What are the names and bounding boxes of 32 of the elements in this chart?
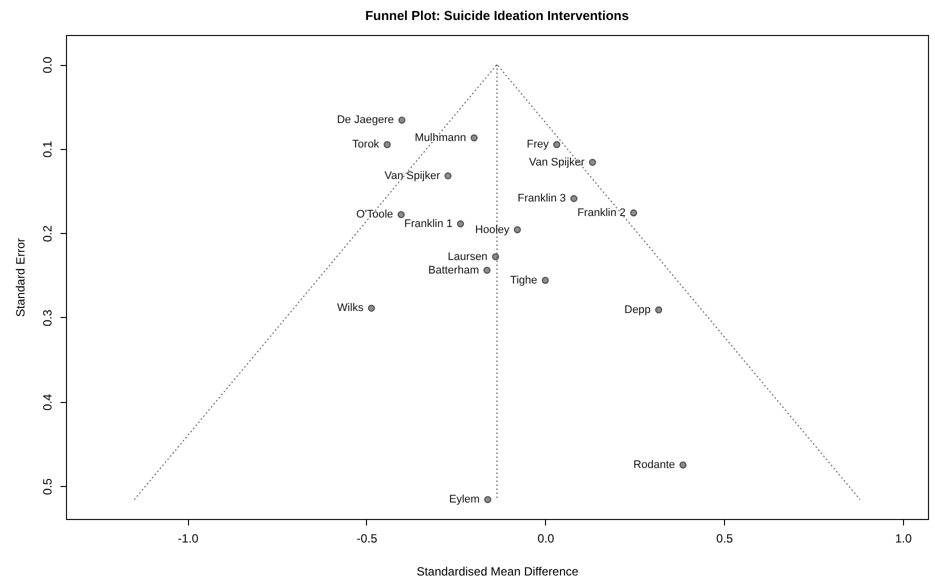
annotation: Rodante [633,459,675,472]
annotation: Wilks [337,302,364,314]
x-tick-label: -0.5 [356,532,378,546]
annotation: Van Spijker [529,156,585,168]
y-tick-label: 0.5 [40,478,54,495]
annotation: Depp [624,304,651,316]
annotation: Batterham [428,264,479,276]
y-tick-label: 0.2 [40,224,54,242]
x-tick-label: 0.0 [537,532,554,546]
chart-title: Funnel Plot: Suicide Ideation Interventions [365,8,629,23]
annotation: De Jaegere [336,114,394,126]
annotation: Franklin 2 [577,206,626,219]
y-tick-label: 0.0 [40,56,54,74]
x-tick-label: 1.0 [895,532,912,546]
annotation: Eylem [449,494,480,506]
x-tick-label: -1.0 [178,532,199,546]
x-axis-title: Standardised Mean Difference [416,564,579,578]
annotation: Franklin 3 [518,192,566,205]
x-tick-label: 0.5 [716,532,734,546]
annotation: Van Spijker [384,170,440,182]
y-tick-label: 0.4 [40,394,54,411]
y-axis-title: Standard Error [14,238,28,317]
annotation: O'Toole [356,208,394,221]
y-tick-label: 0.3 [40,309,54,326]
annotation: Laursen [448,250,488,263]
annotation: Tighe [510,274,538,286]
annotation: Frey [526,138,550,151]
annotation: Mulhmann [414,132,466,144]
annotation: Hooley [475,224,510,236]
y-tick-label: 0.1 [40,140,54,158]
annotation: Franklin 1 [404,218,453,230]
annotation: Torok [352,138,380,151]
